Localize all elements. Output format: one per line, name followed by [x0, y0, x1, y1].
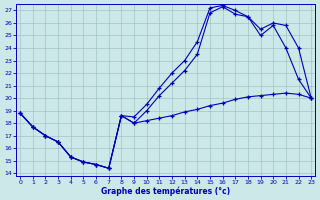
X-axis label: Graphe des températures (°c): Graphe des températures (°c): [101, 186, 230, 196]
